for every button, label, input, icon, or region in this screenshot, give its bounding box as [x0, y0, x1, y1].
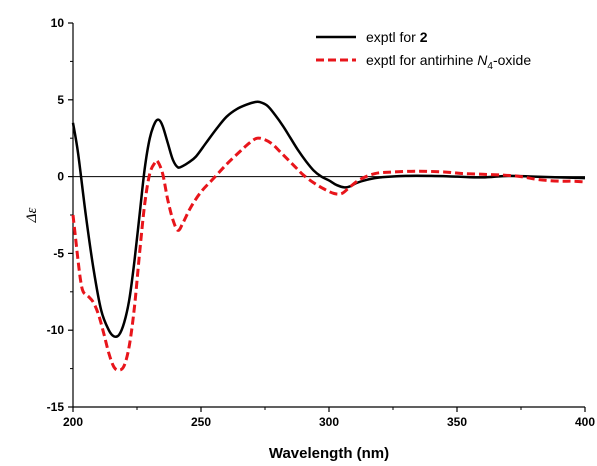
y-tick-label: 0	[57, 170, 64, 184]
legend-label-1: exptl for 2	[366, 29, 428, 45]
y-tick-label: -10	[47, 323, 65, 337]
legend-label-part: 4	[487, 61, 493, 72]
legend-label-part: 2	[420, 29, 428, 45]
legend: exptl for 2 exptl for antirhine N4-oxide	[316, 29, 531, 72]
x-tick-label: 250	[191, 415, 211, 429]
series-line-2	[71, 136, 586, 372]
series-group	[71, 100, 586, 372]
axes: 200 250 300 350 400 -15 -10 -5 0 5 10	[47, 16, 596, 429]
x-tick-label: 300	[319, 415, 339, 429]
y-tick-label: -5	[53, 246, 64, 260]
y-tick-label: 10	[51, 16, 65, 30]
legend-label-part: exptl for antirhine	[366, 52, 477, 68]
x-tick-label: 200	[63, 415, 83, 429]
series-line-1	[71, 100, 586, 339]
x-axis-title: Wavelength (nm)	[269, 445, 389, 462]
legend-label-part: -oxide	[493, 52, 531, 68]
x-tick-label: 400	[575, 415, 595, 429]
y-tick-label: 5	[57, 93, 64, 107]
legend-label-2: exptl for antirhine N4-oxide	[366, 52, 531, 72]
x-tick-label: 350	[447, 415, 467, 429]
y-tick-label: -15	[47, 400, 65, 414]
legend-label-part: exptl for	[366, 29, 420, 45]
y-axis-title: Δε	[24, 208, 40, 224]
legend-label-part: N	[477, 52, 488, 68]
